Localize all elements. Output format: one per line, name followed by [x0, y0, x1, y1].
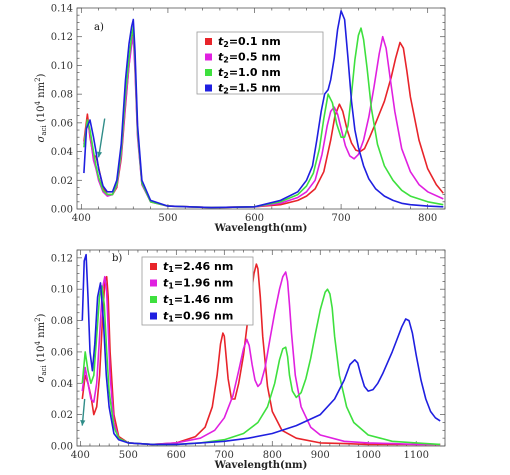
y-tick-label: 0.06	[51, 347, 73, 358]
x-tick-label: 1100	[403, 450, 428, 461]
x-tick-label: 700	[332, 213, 351, 224]
annotation-arrow	[97, 118, 106, 158]
y-tick-label: 0.14	[51, 4, 73, 15]
y-tick-label: 0.12	[51, 253, 73, 264]
y-tick-label: 0.00	[51, 205, 73, 216]
legend-swatch	[205, 38, 212, 45]
x-tick-label: 500	[119, 450, 138, 461]
y-tick-label: 0.08	[51, 316, 73, 327]
series-line-2	[81, 271, 441, 446]
legend-entry: t2=0.1 nm	[218, 35, 281, 49]
legend-swatch	[205, 84, 212, 92]
x-tick-label: 400	[72, 213, 91, 224]
legend-entry: t2=0.5 nm	[218, 51, 281, 65]
legend-swatch	[150, 312, 157, 320]
legend-swatch	[150, 296, 157, 303]
plot-frame	[76, 249, 446, 447]
legend-entry: t1=0.96 nm	[163, 310, 233, 324]
legend-swatch	[205, 69, 212, 76]
y-tick-label: 0.00	[51, 442, 73, 453]
legend-box	[141, 256, 254, 326]
series-line-4	[83, 10, 444, 209]
panel-label: a)	[94, 22, 104, 33]
x-tick-label: 600	[167, 450, 186, 461]
y-axis-label: σaci (104 nm2)	[34, 73, 48, 142]
series-line-3	[83, 25, 444, 209]
y-tick-label: 0.04	[51, 379, 73, 390]
legend-swatch	[150, 263, 157, 270]
legend: t1=2.46 nm t1=1.96 nm t1=1.46 nm t1=0.96 nm	[141, 256, 254, 326]
y-tick-label: 0.10	[51, 285, 73, 296]
legend-entry: t1=1.96 nm	[163, 277, 233, 291]
annotation-arrow-head	[96, 151, 103, 158]
x-tick-label: 700	[215, 450, 234, 461]
y-tick-label: 0.12	[51, 32, 73, 43]
y-tick-label: 0.04	[51, 147, 73, 158]
panel-label: b)	[112, 253, 122, 264]
x-tick-label: 600	[245, 213, 264, 224]
x-axis-label: Wavelength(nm)	[214, 460, 308, 471]
x-tick-label: 400	[71, 450, 90, 461]
legend-entry: t1=2.46 nm	[163, 260, 233, 274]
x-tick-label: 500	[158, 213, 177, 224]
y-tick-label: 0.02	[51, 176, 73, 187]
legend-swatch	[150, 279, 157, 287]
series-line-4	[81, 253, 441, 446]
chart-panel-b: 400 500 600 700 800 900 1000 1100 0.00 0.02 0.04 0.…	[34, 249, 446, 471]
annotation-arrow-head	[80, 420, 86, 426]
legend-box	[196, 31, 324, 95]
x-tick-label: 900	[311, 450, 330, 461]
legend-entry: t2=1.0 nm	[218, 66, 281, 80]
y-tick-label: 0.08	[51, 90, 73, 101]
x-tick-label: 800	[263, 450, 282, 461]
series-line-1	[81, 263, 441, 446]
legend-entry: t1=1.46 nm	[163, 293, 233, 307]
y-tick-label: 0.02	[51, 410, 73, 421]
y-axis-label: σaci (104 nm2)	[34, 313, 48, 382]
series-line-3	[81, 285, 441, 446]
y-tick-label: 0.06	[51, 118, 73, 129]
y-tick-label: 0.10	[51, 61, 73, 72]
x-axis-label: Wavelength(nm)	[214, 223, 308, 234]
x-tick-label: 800	[418, 213, 437, 224]
chart-panel-a: 400 500 600 700 800 0.00 0.02 0.04 0.06 0.08 0.10 0…	[34, 4, 446, 234]
x-tick-label: 1000	[356, 450, 381, 461]
legend-entry: t2=1.5 nm	[218, 82, 281, 96]
legend-swatch	[205, 53, 212, 61]
